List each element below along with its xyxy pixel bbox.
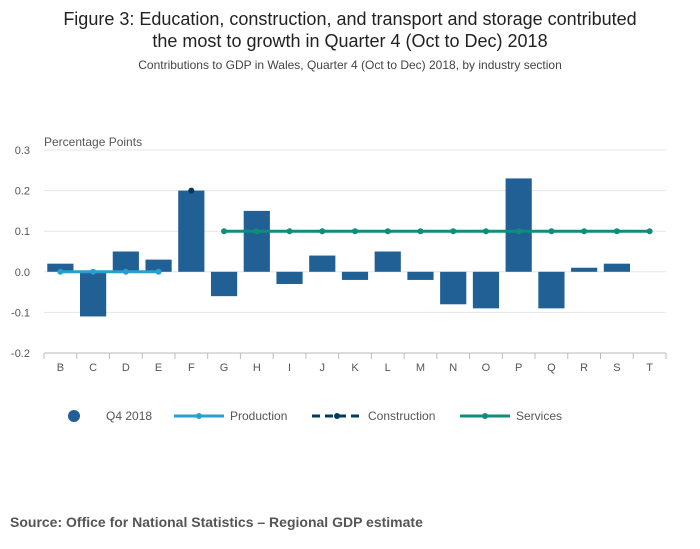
bar-O xyxy=(472,271,500,309)
bar-E xyxy=(145,259,172,272)
bar-N xyxy=(440,271,467,305)
chart-title-line-1: Figure 3: Education, construction, and t… xyxy=(63,9,637,29)
bar-J xyxy=(309,255,336,272)
legend-label-construction: Construction xyxy=(368,409,435,423)
services-point xyxy=(319,228,326,235)
x-tick-label: I xyxy=(288,362,291,374)
y-tick-label: -0.2 xyxy=(11,348,30,360)
x-tick-label: R xyxy=(580,362,588,374)
bar-R xyxy=(571,267,598,272)
x-tick-label: T xyxy=(646,362,653,374)
y-tick-label: 0.0 xyxy=(15,267,30,279)
bar-Q xyxy=(538,271,565,309)
bar-B xyxy=(47,263,74,272)
chart-subtitle: Contributions to GDP in Wales, Quarter 4… xyxy=(138,58,562,72)
production-point xyxy=(122,268,129,275)
x-tick-label: F xyxy=(188,362,195,374)
production-point xyxy=(57,268,64,275)
legend-marker-production xyxy=(196,413,202,419)
x-tick-label: S xyxy=(613,362,620,374)
legend-marker-construction xyxy=(334,413,340,419)
services-point xyxy=(417,228,424,235)
x-tick-label: C xyxy=(89,362,97,374)
services-point xyxy=(548,228,555,235)
bar-L xyxy=(374,251,401,272)
bar-D xyxy=(112,251,139,272)
x-tick-label: M xyxy=(416,362,425,374)
services-point xyxy=(286,228,293,235)
x-tick-label: P xyxy=(515,362,522,374)
y-axis-label: Percentage Points xyxy=(44,135,142,149)
bar-P xyxy=(505,178,532,272)
x-tick-label: O xyxy=(482,362,491,374)
bar-G xyxy=(210,271,238,297)
services-point xyxy=(221,228,228,235)
services-point xyxy=(646,228,653,235)
bar-I xyxy=(276,271,303,284)
x-tick-label: G xyxy=(220,362,229,374)
x-tick-label: H xyxy=(253,362,261,374)
y-tick-label: 0.2 xyxy=(15,186,30,198)
construction-point xyxy=(188,187,195,194)
bar-H xyxy=(243,210,270,272)
legend-label-services: Services xyxy=(516,409,562,423)
x-tick-label: E xyxy=(155,362,162,374)
bar-S xyxy=(603,263,630,272)
y-tick-label: -0.1 xyxy=(11,307,30,319)
chart-title-line-2: the most to growth in Quarter 4 (Oct to … xyxy=(152,31,548,51)
services-point xyxy=(482,228,489,235)
legend-label-q4-2018: Q4 2018 xyxy=(106,409,152,423)
services-point xyxy=(253,228,260,235)
bar-F xyxy=(178,190,205,272)
x-tick-label: N xyxy=(449,362,457,374)
x-tick-label: Q xyxy=(547,362,556,374)
bar-C xyxy=(80,271,107,317)
source-note: Source: Office for National Statistics –… xyxy=(10,514,423,530)
x-tick-label: J xyxy=(320,362,326,374)
x-tick-label: D xyxy=(122,362,130,374)
legend-marker-q4-2018 xyxy=(68,410,80,422)
production-point xyxy=(90,268,97,275)
legend-label-production: Production xyxy=(230,409,287,423)
x-tick-label: L xyxy=(385,362,391,374)
legend-marker-services xyxy=(482,413,488,419)
y-tick-label: 0.1 xyxy=(15,226,30,238)
chart-title: Figure 3: Education, construction, and t… xyxy=(0,8,700,52)
x-tick-label: K xyxy=(351,362,359,374)
x-tick-label: B xyxy=(57,362,64,374)
services-point xyxy=(352,228,358,235)
services-point xyxy=(384,228,391,235)
y-tick-label: 0.3 xyxy=(15,145,30,157)
services-point xyxy=(515,228,522,235)
services-point xyxy=(450,228,457,235)
production-point xyxy=(155,268,162,275)
services-point xyxy=(581,228,588,235)
services-point xyxy=(613,228,620,235)
bar-M xyxy=(407,271,434,280)
bar-K xyxy=(341,271,369,280)
